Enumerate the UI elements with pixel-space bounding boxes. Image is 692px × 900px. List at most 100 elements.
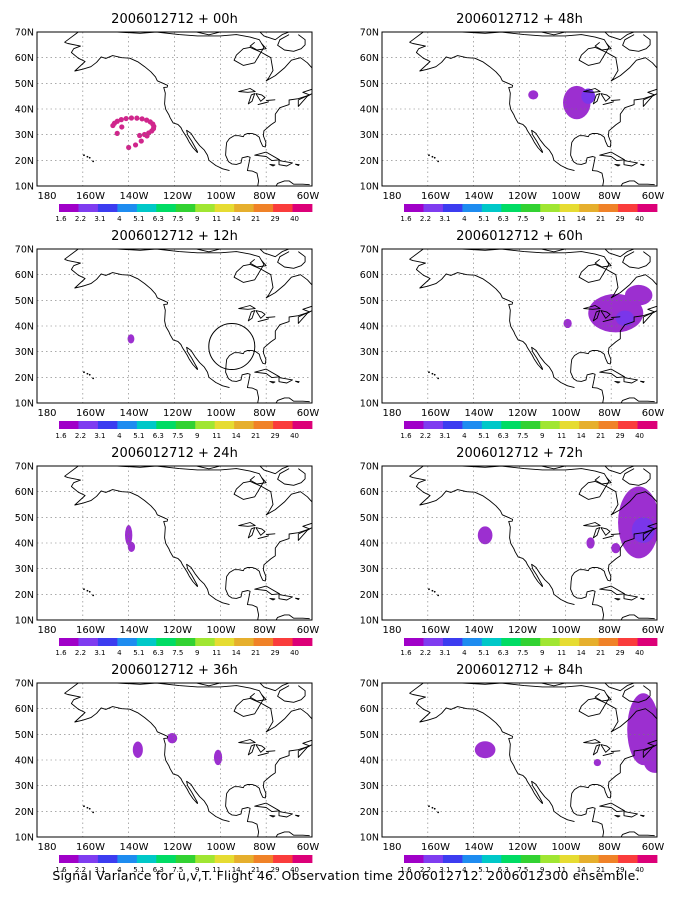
colorbar-label: 21 [596,649,605,657]
island-dot [83,588,85,591]
colorbar-label: 21 [596,432,605,440]
island-outline [640,814,645,817]
colorbar-label: 40 [635,649,644,657]
island-outline [269,163,276,167]
colorbar-label: 5.1 [478,649,489,657]
colorbar-swatch [442,855,463,863]
island-outline [295,597,300,600]
lon-label: 100W [207,191,236,202]
island-outline [623,811,638,818]
island-dot [86,372,89,375]
island-outline [623,160,638,167]
colorbar-swatch [501,855,522,863]
lon-label: 120W [508,625,537,636]
lat-label: 50N [360,296,379,307]
variance-plume [477,526,493,545]
colorbar-label: 29 [271,866,280,874]
colorbar-label: 3.1 [94,866,105,874]
colorbar-swatch [156,638,177,646]
colorbar-label: 21 [251,432,260,440]
lat-label: 40N [360,539,379,550]
arctic-coastline [311,249,312,250]
colorbar-label: 1.6 [400,215,412,223]
colorbar-swatch [156,421,177,429]
island-outline [659,731,673,743]
colorbar-label: 11 [557,649,566,657]
lon-label: 80W [253,408,276,419]
colorbar-swatch [462,421,483,429]
panel-title: 2006012712 + 60h [456,229,583,244]
lon-label: 60W [297,842,320,853]
island-outline [238,522,256,527]
arctic-coastline [594,258,612,268]
lat-label: 30N [360,130,379,141]
island-outline [602,752,614,757]
colorbar-swatch [442,638,463,646]
colorbar-swatch [579,204,600,212]
colorbar-label: 14 [232,866,241,874]
colorbar-swatch [234,638,255,646]
colorbar-label: 21 [251,215,260,223]
coastline [409,32,657,186]
map-content [382,249,657,403]
colorbar-swatch [214,204,235,212]
lon-label: 160W [76,842,105,853]
coastline [409,475,575,606]
island-outline [247,527,256,539]
variance-plume [474,741,496,759]
colorbar-swatch [540,204,561,212]
colorbar-label: 1.6 [400,866,412,874]
colorbar-swatch [292,204,313,212]
lon-label: 180 [37,842,56,853]
island-dot [86,806,89,809]
panel-title: 2006012712 + 84h [456,663,583,678]
island-dot [86,589,89,592]
island-outline [583,88,601,93]
colorbar-label: 1.6 [400,649,412,657]
colorbar-label: 11 [557,866,566,874]
colorbar-swatch [273,638,293,646]
island-dot [437,377,440,380]
colorbar-swatch [501,421,522,429]
colorbar-label: 21 [596,215,605,223]
map-panel: 2006012712 + 48h 70N 60N 50N 40N 30N 20N 10N180… [360,12,665,223]
colorbar-label: 40 [290,215,299,223]
colorbar-label: 3.1 [439,215,450,223]
colorbar-label: 29 [616,866,625,874]
island-outline [592,744,601,756]
colorbar-swatch [253,855,274,863]
arctic-coastline [311,466,312,467]
colorbar-label: 14 [577,432,586,440]
island-outline [247,93,256,105]
colorbar-swatch [442,204,463,212]
colorbar-label: 2.2 [420,215,431,223]
island-outline [254,802,280,813]
lat-label: 60N [15,53,34,64]
colorbar-label: 9 [195,432,199,440]
variance-plume [615,310,635,326]
panel-title: 2006012712 + 00h [111,12,238,27]
coastline [409,683,657,837]
colorbar-label: 4 [117,432,122,440]
lon-label: 160W [76,408,105,419]
colorbar-swatch [234,855,255,863]
island-outline [297,744,312,758]
island-dot [86,155,89,158]
lat-label: 50N [15,296,34,307]
colorbar-swatch [195,204,216,212]
map-content [382,466,673,620]
island-outline [602,535,614,540]
colorbar-label: 6.3 [498,866,509,874]
colorbar-swatch [234,421,255,429]
island-outline [599,151,625,162]
island-outline [659,514,673,526]
arctic-coastline [594,475,612,485]
observation-point [118,117,124,123]
island-outline [599,802,625,813]
island-outline [238,88,256,93]
map-frame [36,465,313,621]
colorbar-swatch [520,421,541,429]
lon-label: 100W [207,625,236,636]
lat-label: 40N [15,756,34,767]
variance-plume [631,517,655,544]
